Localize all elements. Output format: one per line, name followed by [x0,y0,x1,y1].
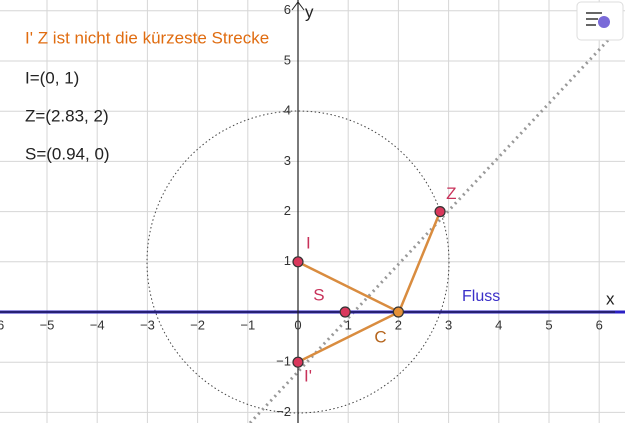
x-tick-label: 4 [495,317,502,332]
point [292,256,304,268]
info-text: S=(0.94, 0) [25,144,110,163]
y-axis-label: y [305,2,314,21]
info-text: I=(0, 1) [25,68,79,87]
x-tick-label: −1 [240,317,255,332]
point-label: I [306,233,311,252]
point-label: Z [446,184,456,203]
x-tick-label: 0 [294,317,301,332]
point-label: I' [304,367,312,386]
dotted-line [248,34,614,423]
x-tick-label: 6 [596,317,603,332]
segment-i2c [297,310,400,364]
segment-cz [397,211,442,313]
x-tick-label: 5 [545,317,552,332]
y-tick-label: 4 [284,103,291,118]
x-tick-label: −5 [40,317,55,332]
y-tick-label: 6 [284,2,291,17]
y-tick-label: 3 [284,153,291,168]
point-label: S [313,285,324,304]
y-tick-label: 1 [284,253,291,268]
y-tick-label: −1 [276,354,291,369]
x-tick-label: 1 [345,317,352,332]
points: I Z S C I' [292,184,456,386]
point [292,356,304,368]
line-label: Fluss [462,288,500,305]
point [392,306,404,318]
y-arrow [291,1,305,11]
x-tick-label: −2 [190,317,205,332]
menu-button[interactable] [576,1,624,41]
segment-ic [297,260,400,314]
y-tick-label: 5 [284,52,291,67]
x-tick-label: 2 [395,317,402,332]
title: I' Z ist nicht die kürzeste Strecke [25,28,269,47]
point [339,306,351,318]
y-tick-label: 2 [284,203,291,218]
point-label: C [374,327,386,346]
x-tick-label: −4 [90,317,105,332]
x-axis-label: x [606,289,615,308]
info-text: Z=(2.83, 2) [25,106,109,125]
x-tick-label: −3 [140,317,155,332]
y-tick-label: −2 [276,404,291,419]
x-tick-label: −6 [0,317,4,332]
x-tick-label: 3 [445,317,452,332]
point [434,206,446,218]
